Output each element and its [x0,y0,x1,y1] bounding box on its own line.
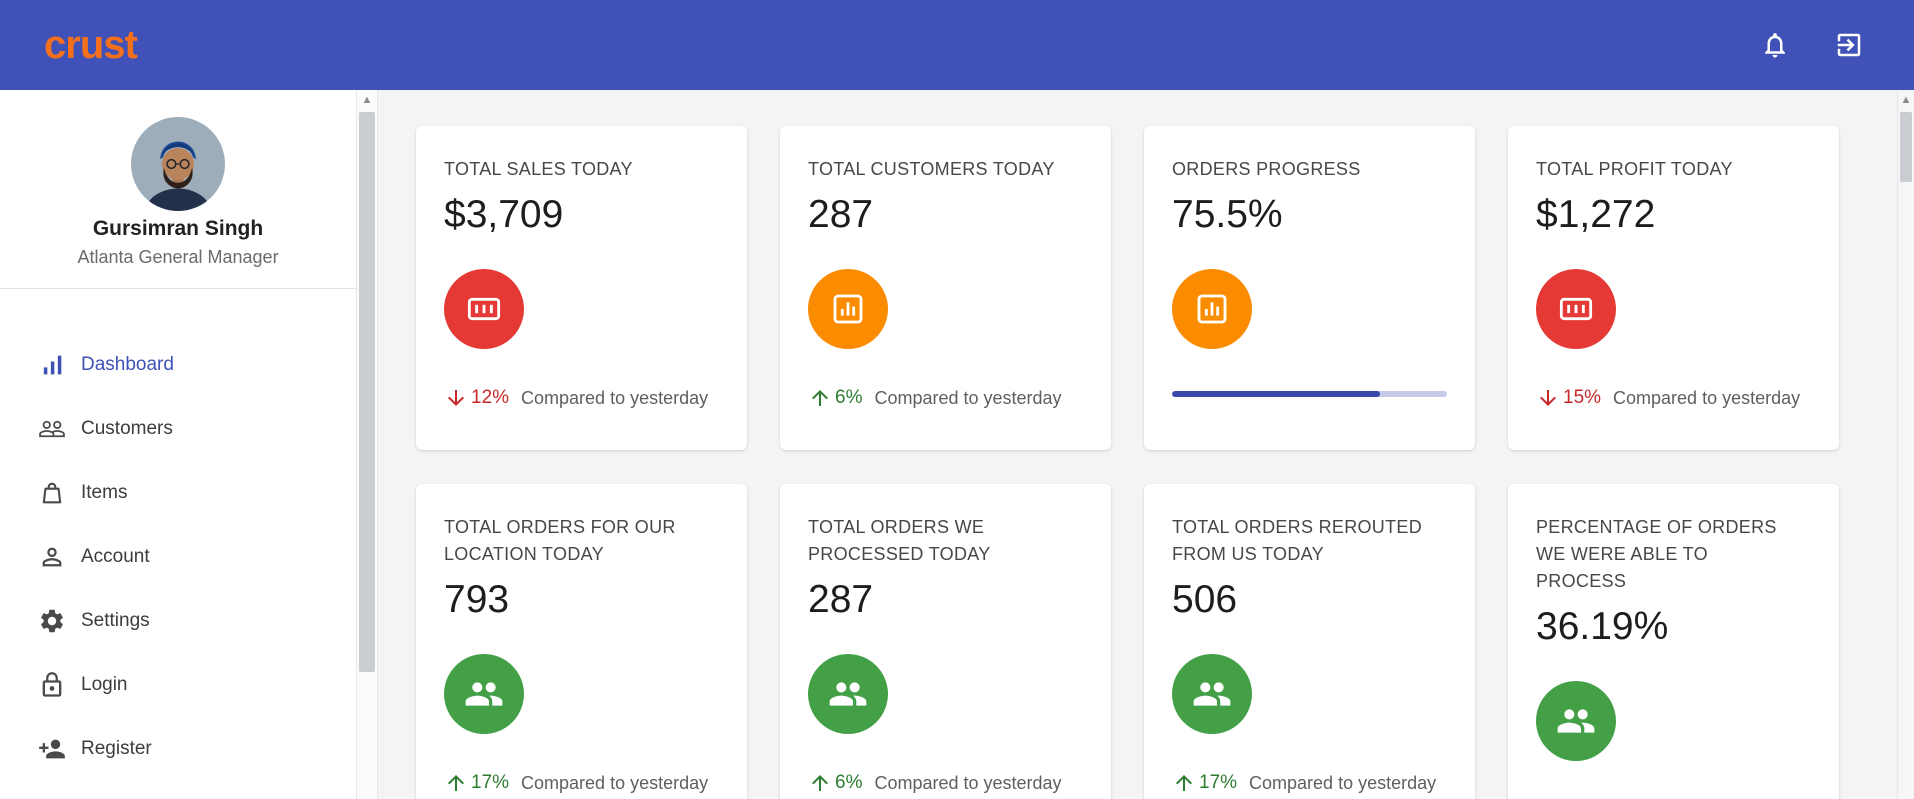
card-value: 793 [444,578,510,621]
stat-card-total-sales: TOTAL SALES TODAY $3,709 12% Compared to… [416,126,747,450]
people-icon [444,654,524,734]
orders-progress-bar [1172,391,1447,397]
trend-percent: 17% [1199,772,1238,793]
scrollbar-thumb[interactable] [1900,112,1912,182]
trend-row: 6% Compared to yesterday [808,770,1083,796]
sidebar: Gursimran Singh Atlanta General Manager … [0,90,356,799]
main-content: TOTAL SALES TODAY $3,709 12% Compared to… [378,90,1914,799]
card-title: TOTAL ORDERS WE PROCESSED TODAY [808,517,991,564]
sidebar-item-label: Dashboard [81,354,174,375]
card-title: TOTAL SALES TODAY [444,159,633,179]
card-title: PERCENTAGE OF ORDERS WE WERE ABLE TO PRO… [1536,517,1777,591]
arrow-up-icon [1172,771,1196,795]
card-value: 75.5% [1172,193,1283,236]
stat-card-orders-rerouted: TOTAL ORDERS REROUTED FROM US TODAY 506 … [1144,484,1475,799]
sidebar-item-account[interactable]: Account [0,525,356,589]
arrow-up-icon [808,386,832,410]
exit-to-app-icon[interactable] [1834,30,1864,60]
header-actions [1760,30,1864,60]
bag-icon [38,479,66,507]
trend-row: 17% Compared to yesterday [1172,770,1447,796]
bar-chart-icon [1172,269,1252,349]
gear-icon [38,607,66,635]
trend-percent: 12% [471,387,510,408]
card-value: 287 [808,193,874,236]
scrollbar-up-arrow[interactable]: ▲ [1900,94,1912,106]
card-value: $1,272 [1536,193,1656,236]
lock-icon [38,671,66,699]
sidebar-item-customers[interactable]: Customers [0,397,356,461]
trend-label: Compared to yesterday [874,772,1062,793]
trend-label: Compared to yesterday [874,387,1062,408]
person-icon [38,543,66,571]
sidebar-item-label: Settings [81,610,150,631]
bar-chart-icon [808,269,888,349]
sidebar-nav: Dashboard Customers Items Account Settin… [0,289,356,781]
trend-label: Compared to yesterday [521,772,709,793]
arrow-up-icon [808,771,832,795]
stat-card-total-profit: TOTAL PROFIT TODAY $1,272 15% Compared t… [1508,126,1839,450]
trend-row: 17% Compared to yesterday [444,770,719,796]
sidebar-item-label: Account [81,546,150,567]
stat-card-orders-progress: ORDERS PROGRESS 75.5% [1144,126,1475,450]
orders-progress-fill [1172,391,1380,397]
trend-label: Compared to yesterday [1249,772,1437,793]
card-value: 287 [808,578,874,621]
profile-name: Gursimran Singh [92,217,264,240]
trend-row: 15% Compared to yesterday [1536,385,1811,411]
card-title: TOTAL ORDERS FOR OUR LOCATION TODAY [444,517,676,564]
brand-logo[interactable]: crust [44,22,138,67]
scrollbar-thumb[interactable] [359,112,375,672]
card-title: TOTAL PROFIT TODAY [1536,159,1733,179]
sidebar-item-label: Items [81,482,128,503]
sidebar-item-dashboard[interactable]: Dashboard [0,333,356,397]
trend-percent: 17% [471,772,510,793]
person-add-icon [38,735,66,763]
people-outline-icon [38,415,66,443]
card-title: ORDERS PROGRESS [1172,159,1361,179]
bell-icon[interactable] [1760,30,1790,60]
trend-percent: 15% [1563,387,1602,408]
trend-row: 12% Compared to yesterday [444,385,719,411]
sidebar-item-label: Customers [81,418,173,439]
stat-card-orders-location: TOTAL ORDERS FOR OUR LOCATION TODAY 793 … [416,484,747,799]
people-icon [1172,654,1252,734]
stat-card-total-customers: TOTAL CUSTOMERS TODAY 287 6% Compared to… [780,126,1111,450]
trend-label: Compared to yesterday [1613,387,1801,408]
sidebar-divider [0,288,356,289]
people-icon [808,654,888,734]
trend-row: 6% Compared to yesterday [808,385,1083,411]
card-value: 36.19% [1536,605,1669,648]
avatar [131,117,225,211]
scrollbar-up-arrow[interactable]: ▲ [361,94,373,106]
people-icon [1536,681,1616,761]
sidebar-item-label: Register [81,738,152,759]
card-value: 506 [1172,578,1238,621]
profile-section: Gursimran Singh Atlanta General Manager [0,90,356,268]
sidebar-item-settings[interactable]: Settings [0,589,356,653]
card-title: TOTAL CUSTOMERS TODAY [808,159,1055,179]
stats-grid: TOTAL SALES TODAY $3,709 12% Compared to… [416,126,1839,799]
trend-percent: 6% [835,387,863,408]
arrow-down-icon [444,386,468,410]
arrow-down-icon [1536,386,1560,410]
money-icon [1536,269,1616,349]
sidebar-item-register[interactable]: Register [0,717,356,781]
stat-card-percentage-processed: PERCENTAGE OF ORDERS WE WERE ABLE TO PRO… [1508,484,1839,799]
trend-label: Compared to yesterday [521,387,709,408]
sidebar-item-login[interactable]: Login [0,653,356,717]
trend-percent: 6% [835,772,863,793]
stat-card-orders-processed: TOTAL ORDERS WE PROCESSED TODAY 287 6% C… [780,484,1111,799]
app-header: crust [0,0,1914,90]
bar-chart-icon [38,351,66,379]
sidebar-item-label: Login [81,674,128,695]
sidebar-scrollbar[interactable]: ▲ [356,90,378,799]
money-icon [444,269,524,349]
arrow-up-icon [444,771,468,795]
window-scrollbar[interactable]: ▲ [1897,90,1914,799]
card-value: $3,709 [444,193,564,236]
profile-role: Atlanta General Manager [77,247,279,267]
sidebar-item-items[interactable]: Items [0,461,356,525]
card-title: TOTAL ORDERS REROUTED FROM US TODAY [1172,517,1422,564]
